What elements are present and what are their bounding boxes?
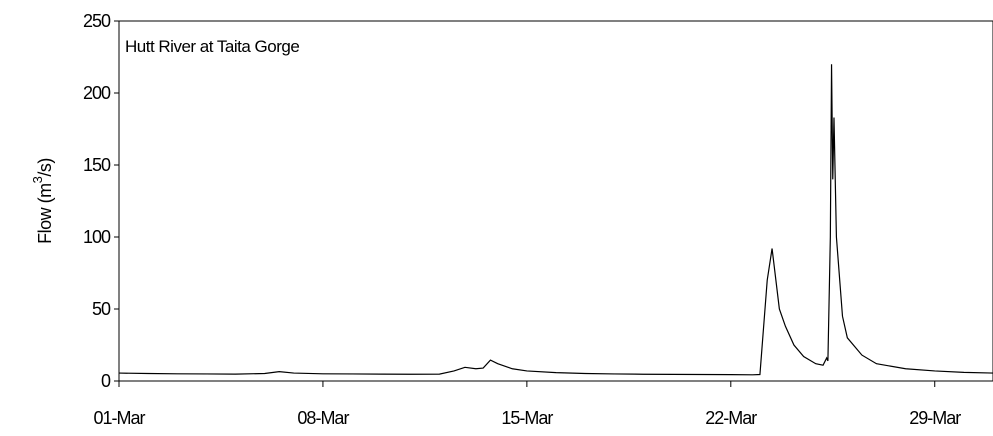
y-tick-label: 0 [101, 371, 111, 391]
y-axis-label: Flow (m3/s) [30, 158, 55, 244]
plot-frame [118, 20, 993, 382]
y-tick-label: 50 [92, 299, 111, 319]
y-tick-label: 150 [83, 155, 111, 175]
y-tick-label: 250 [83, 11, 111, 31]
x-tick-label: 29-Mar [909, 408, 961, 428]
x-tick-label: 01-Mar [93, 408, 145, 428]
chart-title: Hutt River at Taita Gorge [125, 37, 299, 56]
y-axis: 0 50 100 150 200 250 [83, 11, 119, 391]
y-tick-label: 200 [83, 83, 111, 103]
x-tick-label: 22-Mar [705, 408, 757, 428]
y-tick-label: 100 [83, 227, 111, 247]
x-tick-label: 08-Mar [297, 408, 349, 428]
x-tick-label: 15-Mar [501, 408, 553, 428]
flow-series-line [118, 64, 993, 376]
x-axis: 01-Mar 08-Mar 15-Mar 22-Mar 29-Mar [93, 381, 962, 428]
